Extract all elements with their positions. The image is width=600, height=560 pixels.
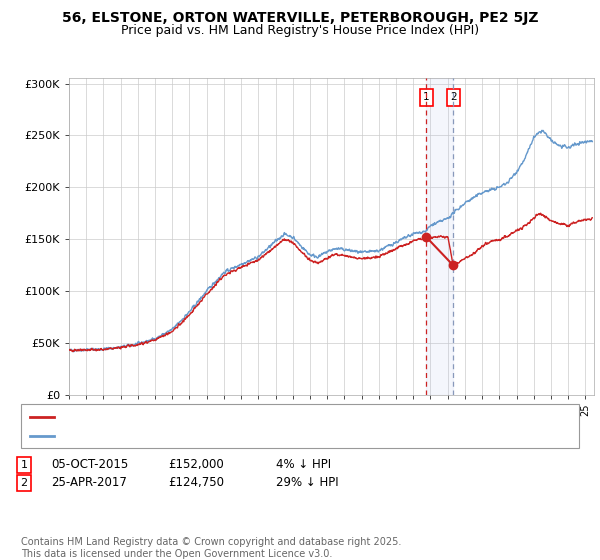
Text: 1: 1 — [423, 92, 430, 102]
Text: 4% ↓ HPI: 4% ↓ HPI — [276, 458, 331, 472]
Text: Contains HM Land Registry data © Crown copyright and database right 2025.
This d: Contains HM Land Registry data © Crown c… — [21, 537, 401, 559]
Text: 56, ELSTONE, ORTON WATERVILLE, PETERBOROUGH, PE2 5JZ (semi-detached house): 56, ELSTONE, ORTON WATERVILLE, PETERBORO… — [58, 412, 481, 422]
Text: 56, ELSTONE, ORTON WATERVILLE, PETERBOROUGH, PE2 5JZ: 56, ELSTONE, ORTON WATERVILLE, PETERBORO… — [62, 11, 538, 25]
Text: HPI: Average price, semi-detached house, City of Peterborough: HPI: Average price, semi-detached house,… — [58, 431, 373, 441]
Text: 2: 2 — [20, 478, 28, 488]
Text: Price paid vs. HM Land Registry's House Price Index (HPI): Price paid vs. HM Land Registry's House … — [121, 24, 479, 37]
Bar — [427, 78, 453, 395]
Text: 25-APR-2017: 25-APR-2017 — [51, 476, 127, 489]
Text: 05-OCT-2015: 05-OCT-2015 — [51, 458, 128, 472]
Text: £152,000: £152,000 — [168, 458, 224, 472]
Text: £124,750: £124,750 — [168, 476, 224, 489]
Text: 1: 1 — [20, 460, 28, 470]
Text: 29% ↓ HPI: 29% ↓ HPI — [276, 476, 338, 489]
Text: 2: 2 — [450, 92, 457, 102]
